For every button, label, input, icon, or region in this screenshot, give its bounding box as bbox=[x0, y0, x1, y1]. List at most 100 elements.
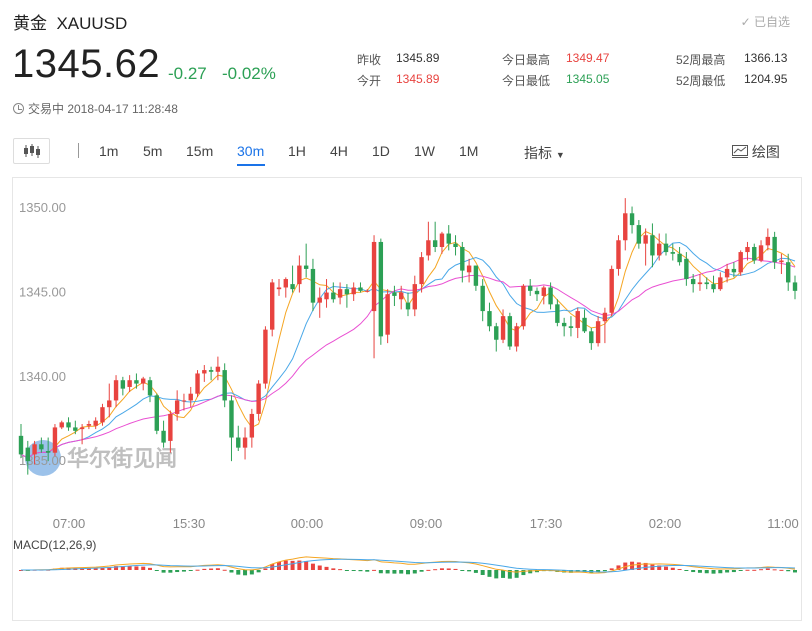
x-tick-label: 17:30 bbox=[530, 516, 563, 531]
macd-histogram-bar bbox=[141, 566, 146, 570]
candle-body bbox=[629, 213, 635, 226]
macd-histogram-bar bbox=[365, 570, 370, 572]
macd-histogram-bar bbox=[738, 570, 743, 571]
macd-histogram-bar bbox=[331, 568, 336, 570]
candle-body bbox=[704, 282, 709, 285]
candle-body bbox=[127, 380, 132, 387]
macd-histogram-bar bbox=[697, 570, 702, 573]
macd-histogram-bar bbox=[433, 569, 438, 571]
macd-histogram-bar bbox=[460, 570, 465, 571]
macd-histogram-bar bbox=[657, 565, 662, 570]
candle-body bbox=[677, 253, 682, 263]
candle-body bbox=[745, 247, 750, 253]
macd-histogram-bar bbox=[100, 567, 105, 570]
last-price: 1345.62 bbox=[12, 42, 161, 86]
tab-5m[interactable]: 5m bbox=[143, 143, 163, 159]
candle-body bbox=[711, 284, 716, 290]
price-chart[interactable]: 华尔街见闻 1350.00 1345.00 1340.00 1335.00 07:00 15… bbox=[13, 178, 803, 622]
tab-30m[interactable]: 30m bbox=[237, 143, 265, 159]
candle-body bbox=[663, 243, 669, 253]
macd-histogram-bar bbox=[745, 569, 750, 571]
macd-histogram-bar bbox=[372, 569, 377, 571]
candle-body bbox=[507, 316, 513, 347]
macd-label: MACD(12,26,9) bbox=[13, 538, 96, 552]
macd-histogram-bar bbox=[134, 566, 139, 570]
candle-body bbox=[134, 380, 139, 384]
candle-body bbox=[453, 243, 458, 248]
draw-button[interactable]: 绘图 bbox=[732, 142, 780, 162]
x-tick-label: 02:00 bbox=[649, 516, 682, 531]
candle-body bbox=[100, 407, 105, 423]
candle-body bbox=[161, 430, 166, 443]
tab-15m[interactable]: 15m bbox=[186, 143, 214, 159]
macd-histogram-bar bbox=[256, 570, 261, 573]
candle-body bbox=[392, 292, 397, 296]
macd-histogram-bar bbox=[731, 570, 736, 573]
candle-body bbox=[222, 370, 227, 401]
candle-body bbox=[589, 331, 594, 344]
candle-body bbox=[215, 366, 221, 372]
macd-histogram-bar bbox=[338, 569, 343, 571]
candle-body bbox=[141, 378, 146, 384]
candle-body bbox=[270, 282, 275, 330]
open-value: 1345.89 bbox=[396, 72, 440, 86]
macd-histogram-bar bbox=[304, 561, 309, 570]
macd-histogram-bar bbox=[704, 570, 709, 574]
macd-histogram-bar bbox=[202, 568, 207, 570]
macd-histogram-bar bbox=[664, 566, 668, 570]
candle-body bbox=[541, 287, 546, 296]
day-low-label: 今日最低 bbox=[502, 74, 551, 88]
candle-body bbox=[765, 236, 771, 246]
candle-body bbox=[174, 400, 180, 414]
macd-histogram-bar bbox=[175, 570, 180, 573]
candle-body bbox=[297, 265, 302, 285]
favorite-status[interactable]: ✓ 已自选 bbox=[740, 15, 790, 29]
candle-body bbox=[378, 241, 384, 337]
candle-body bbox=[310, 268, 316, 303]
x-tick-label: 09:00 bbox=[410, 516, 443, 531]
indicator-dropdown[interactable]: 指标 ▼ bbox=[524, 145, 565, 161]
candle-body bbox=[480, 285, 485, 312]
candle-body bbox=[555, 304, 560, 323]
tab-1h[interactable]: 1H bbox=[288, 143, 306, 159]
macd-histogram-bar bbox=[209, 568, 214, 570]
candle-body bbox=[500, 316, 506, 340]
prev-close-label: 昨收 bbox=[357, 53, 382, 67]
instrument-name: 黄金 XAUUSD bbox=[13, 14, 128, 33]
chart-type-button[interactable] bbox=[13, 138, 50, 164]
candle-body bbox=[208, 370, 214, 372]
macd-histogram-bar bbox=[263, 568, 268, 570]
w52-high-value: 1366.13 bbox=[744, 51, 788, 65]
tab-1m[interactable]: 1m bbox=[99, 143, 119, 159]
candle-body bbox=[419, 257, 424, 285]
macd-histogram-bar bbox=[501, 570, 506, 578]
tab-1d[interactable]: 1D bbox=[372, 143, 390, 159]
chart-container[interactable]: 华尔街见闻 1350.00 1345.00 1340.00 1335.00 07:00 15… bbox=[12, 177, 802, 621]
candle-body bbox=[568, 326, 574, 328]
candle-body bbox=[684, 258, 689, 280]
macd-histogram-bar bbox=[636, 562, 641, 570]
tab-1w[interactable]: 1W bbox=[414, 143, 435, 159]
candle-body bbox=[446, 233, 451, 244]
macd-histogram-bar bbox=[677, 569, 682, 571]
macd-histogram-bar bbox=[93, 567, 98, 570]
macd-histogram-bar bbox=[358, 570, 363, 572]
candle-body bbox=[643, 235, 648, 244]
macd-histogram-bar bbox=[297, 560, 302, 570]
tab-1mo[interactable]: 1M bbox=[459, 143, 479, 159]
day-low-value: 1345.05 bbox=[566, 72, 610, 86]
candle-body bbox=[548, 287, 553, 305]
candle-body bbox=[718, 277, 723, 290]
candle-body bbox=[657, 243, 662, 256]
candle-body bbox=[487, 311, 492, 327]
tab-4h[interactable]: 4H bbox=[330, 143, 348, 159]
macd-histogram-bar bbox=[446, 568, 451, 570]
macd-histogram-bar bbox=[426, 569, 431, 571]
candle-body bbox=[609, 268, 614, 313]
macd-dif-line bbox=[20, 556, 796, 574]
x-tick-label: 11:00 bbox=[767, 516, 799, 531]
macd-histogram-bar bbox=[786, 570, 791, 572]
macd-histogram-bar bbox=[344, 570, 349, 571]
candle-body bbox=[758, 245, 764, 261]
ma-fast-line bbox=[20, 230, 796, 459]
